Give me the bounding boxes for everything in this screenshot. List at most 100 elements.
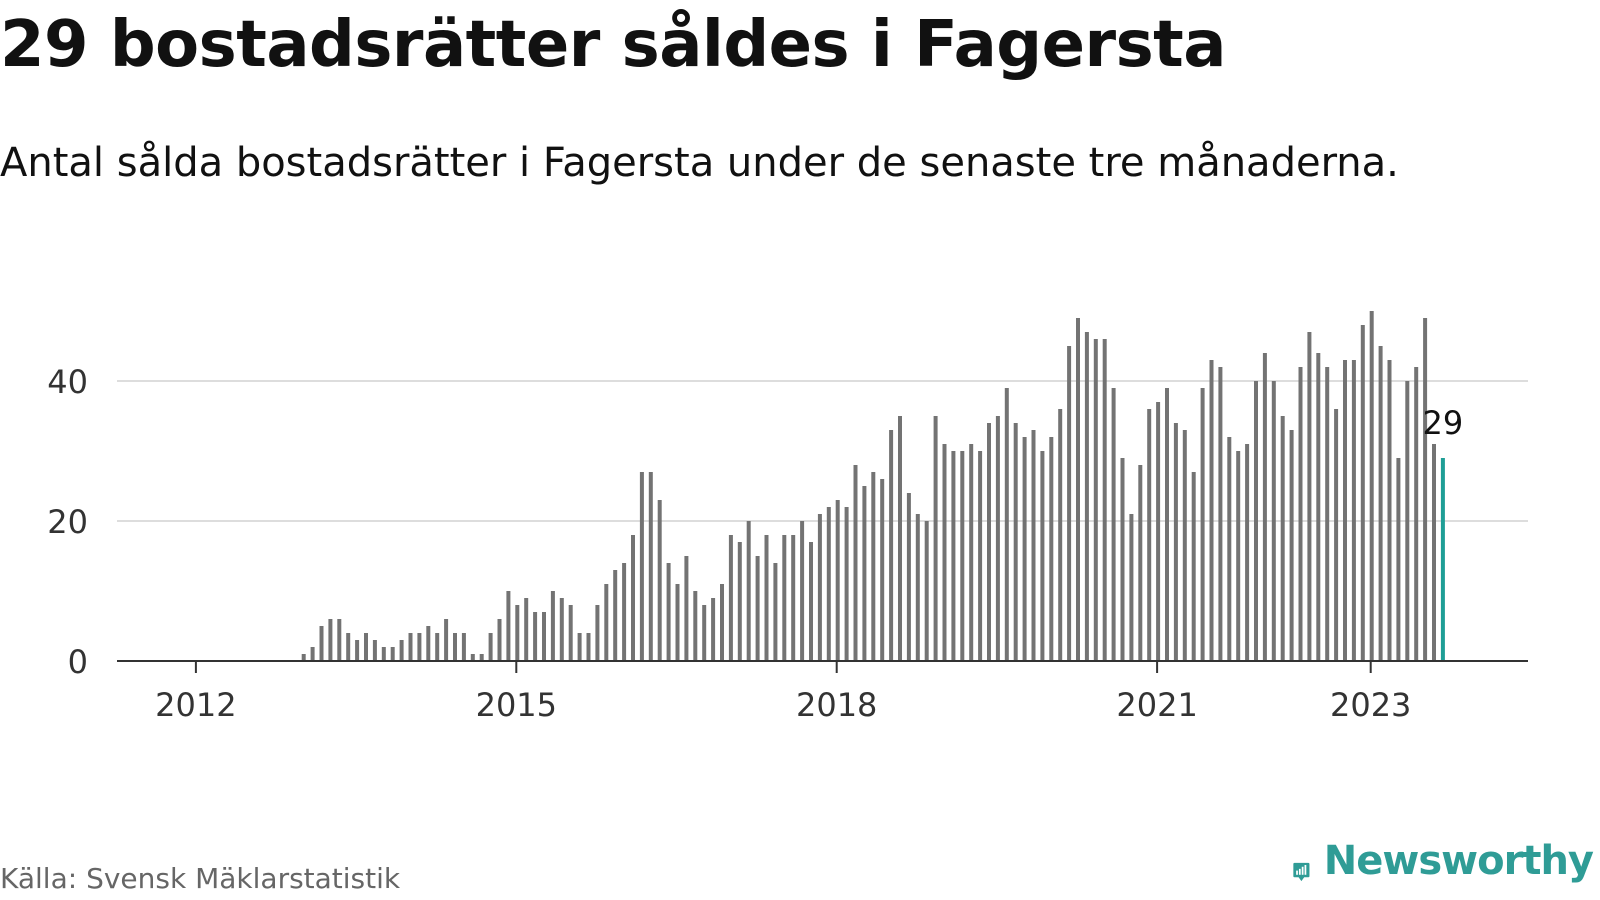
bar bbox=[657, 500, 662, 661]
bar bbox=[889, 430, 894, 661]
bar bbox=[319, 626, 324, 661]
bar bbox=[1200, 388, 1205, 661]
bar bbox=[1316, 353, 1321, 661]
bar bbox=[960, 451, 965, 661]
bar bbox=[1360, 325, 1365, 661]
bar bbox=[1093, 339, 1098, 661]
bar bbox=[613, 570, 618, 661]
axis-ticks bbox=[194, 661, 1372, 673]
bar bbox=[497, 619, 502, 661]
bar bbox=[435, 633, 440, 661]
bar bbox=[675, 584, 680, 661]
bar bbox=[417, 633, 422, 661]
bar bbox=[1111, 388, 1116, 661]
bar bbox=[631, 535, 635, 661]
bar bbox=[328, 619, 333, 661]
bar bbox=[390, 647, 395, 661]
bar bbox=[782, 535, 787, 661]
bar bbox=[1334, 409, 1339, 661]
bar bbox=[951, 451, 956, 661]
bar bbox=[586, 633, 591, 661]
bar bbox=[978, 451, 983, 661]
bar bbox=[915, 514, 920, 661]
bar bbox=[1058, 409, 1063, 661]
newsworthy-logo-icon bbox=[1293, 862, 1310, 882]
bar bbox=[1191, 472, 1196, 661]
bar bbox=[355, 640, 360, 661]
bar bbox=[1102, 339, 1107, 661]
bar bbox=[1022, 437, 1027, 661]
bar bbox=[470, 654, 475, 661]
bar bbox=[809, 542, 813, 661]
bar bbox=[346, 633, 351, 661]
bar bbox=[622, 563, 627, 661]
bar bbox=[1129, 514, 1134, 661]
bar bbox=[1405, 381, 1410, 661]
bar bbox=[906, 493, 911, 661]
bar bbox=[1245, 444, 1250, 661]
x-tick-label: 2023 bbox=[1330, 686, 1411, 724]
bar bbox=[898, 416, 902, 661]
bar bbox=[1378, 346, 1383, 661]
chart-title: 29 bostadsrätter såldes i Fagersta bbox=[0, 8, 1226, 82]
bar bbox=[364, 633, 368, 661]
bar bbox=[1173, 423, 1178, 661]
bar bbox=[524, 598, 529, 661]
x-tick-label: 2018 bbox=[796, 686, 877, 724]
bar bbox=[880, 479, 885, 661]
bar bbox=[461, 633, 466, 661]
bar bbox=[1298, 367, 1303, 661]
bar bbox=[310, 647, 315, 661]
bar bbox=[791, 535, 796, 661]
bar bbox=[1432, 444, 1436, 661]
bar bbox=[853, 465, 858, 661]
bar bbox=[479, 654, 484, 661]
bar bbox=[1423, 318, 1428, 661]
bar bbox=[720, 584, 724, 661]
x-tick-label: 2012 bbox=[155, 686, 236, 724]
bar bbox=[1271, 381, 1276, 661]
bar bbox=[542, 612, 546, 661]
bar bbox=[746, 521, 751, 661]
bar bbox=[1414, 367, 1419, 661]
bar bbox=[684, 556, 689, 661]
bar bbox=[773, 563, 778, 661]
bar bbox=[933, 416, 938, 661]
bar bbox=[862, 486, 867, 661]
bar bbox=[800, 521, 805, 661]
bar-chart: 0 20 40 2012 2015 2018 2021 2023 29 bbox=[47, 311, 1528, 724]
bar bbox=[1369, 311, 1374, 661]
bar bbox=[1236, 451, 1241, 661]
bar bbox=[942, 444, 947, 661]
bar bbox=[559, 598, 564, 661]
bar bbox=[301, 654, 306, 661]
bar bbox=[577, 633, 582, 661]
bar bbox=[1262, 353, 1267, 661]
bar bbox=[453, 633, 457, 661]
bar bbox=[871, 472, 876, 661]
bar bbox=[1156, 402, 1161, 661]
bar bbox=[1031, 430, 1036, 661]
bar bbox=[604, 584, 609, 661]
x-tick-label: 2015 bbox=[476, 686, 557, 724]
bar bbox=[1120, 458, 1125, 661]
bar bbox=[1343, 360, 1347, 661]
bar bbox=[648, 472, 653, 661]
bar bbox=[515, 605, 520, 661]
bar bbox=[1254, 381, 1258, 661]
bar bbox=[826, 507, 831, 661]
bar bbox=[1396, 458, 1401, 661]
bar bbox=[1165, 388, 1169, 661]
bar bbox=[1004, 388, 1009, 661]
bar bbox=[711, 598, 716, 661]
bar bbox=[568, 605, 573, 661]
source-note: Källa: Svensk Mäklarstatistik bbox=[0, 862, 401, 895]
bar bbox=[381, 647, 386, 661]
bar bbox=[1387, 360, 1392, 661]
bar bbox=[337, 619, 342, 661]
bar bbox=[444, 619, 449, 661]
bar bbox=[817, 514, 822, 661]
bar bbox=[995, 416, 1000, 661]
bar bbox=[1084, 332, 1089, 661]
bar bbox=[1013, 423, 1018, 661]
